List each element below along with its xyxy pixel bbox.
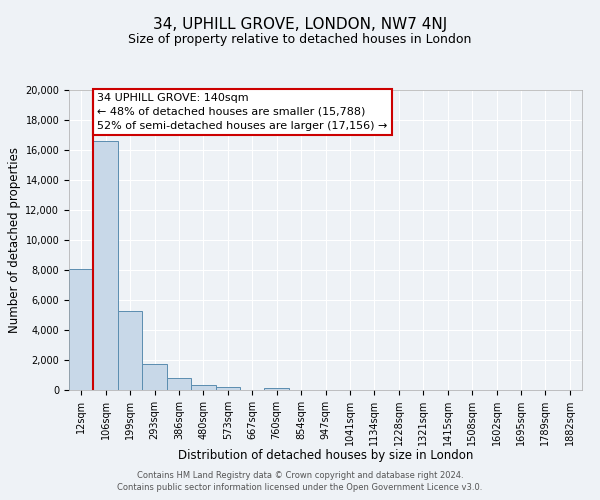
Bar [118,310,142,390]
Y-axis label: Number of detached properties: Number of detached properties [8,147,21,333]
X-axis label: Distribution of detached houses by size in London: Distribution of detached houses by size … [178,450,473,462]
Bar [167,378,191,390]
Bar [94,141,118,390]
Text: 34, UPHILL GROVE, LONDON, NW7 4NJ: 34, UPHILL GROVE, LONDON, NW7 4NJ [153,18,447,32]
Bar [142,364,167,390]
Bar [265,388,289,390]
Bar [191,386,215,390]
Text: 34 UPHILL GROVE: 140sqm
← 48% of detached houses are smaller (15,788)
52% of sem: 34 UPHILL GROVE: 140sqm ← 48% of detache… [97,93,388,131]
Bar [215,386,240,390]
Text: Size of property relative to detached houses in London: Size of property relative to detached ho… [128,32,472,46]
Text: Contains HM Land Registry data © Crown copyright and database right 2024.
Contai: Contains HM Land Registry data © Crown c… [118,471,482,492]
Bar [69,268,94,390]
